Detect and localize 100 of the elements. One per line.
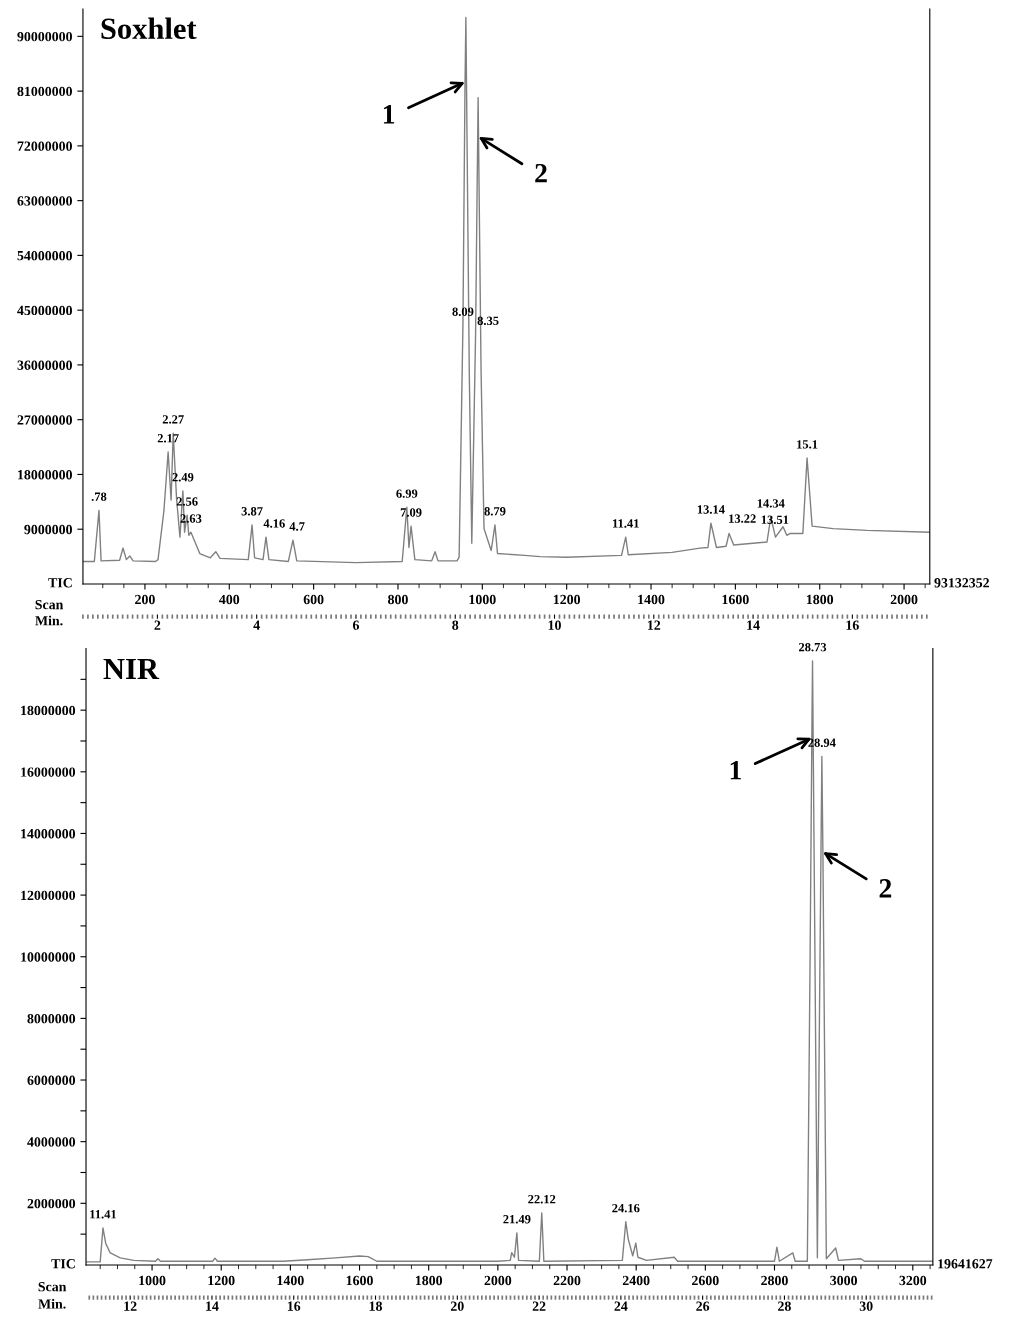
- x2-tick-label: 12: [647, 620, 661, 630]
- annotation: 4.7: [289, 522, 305, 531]
- annotation: 14.34: [757, 499, 785, 508]
- x-tick-label: 600: [303, 594, 324, 605]
- x-tick-label: 3200: [899, 1275, 927, 1286]
- y-tick-label: 27000000: [17, 415, 72, 425]
- annotation: 8.35: [477, 316, 499, 326]
- x-tick-label: 1600: [346, 1275, 373, 1286]
- chart-title: NIR: [103, 658, 160, 679]
- annotation: 7.09: [400, 508, 422, 517]
- x2-tick-label: 24: [614, 1301, 628, 1311]
- x2-tick-label: 2: [154, 620, 161, 630]
- annotation: 2.17: [157, 434, 179, 443]
- annotation: 15.1: [797, 440, 818, 449]
- y-tick-label: 63000000: [17, 196, 72, 206]
- annotation: 4.16: [263, 519, 285, 528]
- y-tick-label: 81000000: [17, 86, 72, 97]
- annotation: 6.99: [396, 489, 418, 498]
- y-tick-label: 12000000: [21, 890, 76, 901]
- y-tick-label: 2000000: [27, 1198, 76, 1209]
- annotation: 13.22: [729, 514, 756, 523]
- y-tick-label: 18000000: [18, 470, 72, 480]
- x2-tick-label: 16: [287, 1301, 301, 1311]
- x-tick-label: 1400: [277, 1275, 304, 1286]
- x-tick-label: 200: [135, 594, 155, 605]
- chart-title: Soxhlet: [101, 17, 197, 40]
- annotation: 2.27: [162, 415, 184, 424]
- x-tick-label: 1000: [469, 594, 496, 605]
- x2-axis-title: Min.: [35, 615, 63, 626]
- x-tick-label: 800: [388, 594, 408, 605]
- x2-tick-label: 6: [352, 620, 360, 630]
- annotation: 13.51: [761, 515, 789, 525]
- y-tick-label: 36000000: [17, 360, 72, 370]
- x-tick-label: 1800: [415, 1275, 443, 1286]
- annotation: 1: [730, 760, 741, 780]
- y-tick-label: 16000000: [21, 767, 76, 777]
- annotation: 13.14: [697, 505, 725, 514]
- x-tick-label: 2000: [484, 1275, 512, 1286]
- x-tick-label: 2600: [692, 1275, 719, 1286]
- x2-tick-label: 30: [859, 1301, 873, 1311]
- x2-tick-label: 14: [747, 620, 760, 630]
- annotation: 2.63: [180, 514, 202, 523]
- annotation: 11.41: [613, 519, 639, 528]
- y-tick-label: 45000000: [17, 305, 72, 316]
- line-series: [82, 16, 930, 564]
- annotation: 24.16: [612, 1203, 640, 1213]
- y-tick-label: 4000000: [27, 1137, 76, 1147]
- x-tick-label: 2400: [622, 1275, 650, 1286]
- x-axis-title: Scan: [38, 1282, 67, 1292]
- annotation: 2.56: [176, 497, 198, 506]
- x-tick-label: 1800: [806, 594, 834, 605]
- x2-tick-label: 4: [253, 620, 260, 630]
- text: 93132352: [934, 578, 989, 588]
- x-tick-label: 2200: [553, 1275, 581, 1286]
- annotation: 3.87: [241, 507, 263, 516]
- x-tick-label: 1200: [553, 594, 581, 605]
- y-tick-label: 8000000: [27, 1013, 76, 1024]
- annotation: 2.49: [172, 472, 194, 482]
- x-tick-label: 1400: [638, 594, 665, 605]
- y-tick-label: 10000000: [21, 952, 76, 962]
- y-tick-label: 6000000: [27, 1075, 76, 1085]
- x2-tick-label: 22: [532, 1301, 546, 1311]
- x2-tick-label: 8: [452, 620, 459, 630]
- annotation: 8.09: [452, 307, 474, 316]
- annotation: 28.73: [798, 642, 827, 652]
- x2-tick-label: 18: [369, 1301, 383, 1311]
- text: TIC: [51, 1259, 75, 1269]
- y-tick-label: 54000000: [17, 250, 72, 261]
- x2-axis-title: Min.: [38, 1298, 66, 1309]
- x2-tick-label: 20: [450, 1301, 464, 1311]
- annotation: 21.49: [503, 1215, 531, 1224]
- text: TIC: [48, 578, 72, 588]
- x2-tick-label: 10: [548, 620, 561, 630]
- x-tick-label: 2000: [890, 594, 918, 605]
- annotation: 8.79: [484, 507, 506, 516]
- annotation: 11.41: [90, 1210, 117, 1219]
- y-tick-label: 18000000: [21, 705, 76, 716]
- annotation: .78: [91, 492, 107, 501]
- x-tick-label: 2800: [761, 1275, 788, 1286]
- y-tick-label: 9000000: [24, 524, 72, 535]
- x2-tick-label: 26: [696, 1301, 710, 1311]
- annotation: 2: [535, 163, 547, 183]
- x2-tick-label: 28: [778, 1301, 791, 1311]
- y-tick-label: 72000000: [17, 141, 72, 151]
- y-tick-label: 90000000: [17, 31, 72, 42]
- annotation: 22.12: [528, 1194, 556, 1204]
- x-tick-label: 1000: [139, 1275, 166, 1286]
- x2-tick-label: 12: [124, 1301, 137, 1311]
- x-tick-label: 3000: [830, 1275, 858, 1286]
- x2-tick-label: 16: [846, 620, 859, 630]
- y-tick-label: 14000000: [21, 829, 76, 839]
- x-tick-label: 1600: [722, 594, 749, 605]
- x-axis-title: Scan: [35, 599, 64, 610]
- x-tick-label: 400: [219, 594, 240, 605]
- x-tick-label: 1200: [208, 1275, 235, 1286]
- annotation: 28.94: [808, 738, 836, 747]
- x2-tick-label: 14: [206, 1301, 219, 1311]
- annotation: 2: [879, 879, 892, 898]
- annotation: 1: [383, 105, 395, 124]
- text: 19641627: [938, 1259, 993, 1269]
